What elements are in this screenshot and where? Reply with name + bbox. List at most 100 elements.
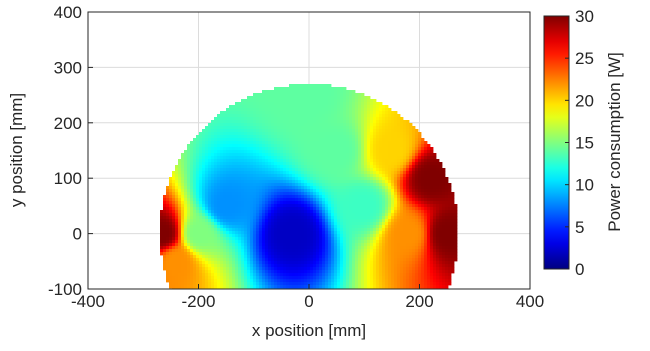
heat-cell xyxy=(217,120,221,124)
heat-cell xyxy=(241,240,245,244)
heat-cell xyxy=(208,126,212,130)
heat-cell xyxy=(259,249,263,253)
heat-cell xyxy=(373,150,377,154)
heat-cell xyxy=(394,126,398,130)
heat-cell xyxy=(391,153,395,157)
heat-cell xyxy=(217,186,221,190)
heat-cell xyxy=(331,177,335,181)
heat-cell xyxy=(337,159,341,163)
heat-cell xyxy=(295,279,299,283)
heat-cell xyxy=(319,267,323,271)
heat-cell xyxy=(196,177,200,181)
heat-cell xyxy=(340,171,344,175)
heat-cell xyxy=(304,156,308,160)
heat-cell xyxy=(358,246,362,250)
heat-cell xyxy=(307,99,311,103)
heat-cell xyxy=(376,237,380,241)
heat-cell xyxy=(202,144,206,148)
heat-cell xyxy=(295,231,299,235)
heat-cell xyxy=(400,126,404,130)
heat-cell xyxy=(193,252,197,256)
heat-cell xyxy=(265,192,269,196)
heat-cell xyxy=(361,168,365,172)
heat-cell xyxy=(301,222,305,226)
heat-cell xyxy=(340,285,344,289)
heat-cell xyxy=(391,249,395,253)
heat-cell xyxy=(241,189,245,193)
heat-cell xyxy=(271,141,275,145)
heat-cell xyxy=(346,105,350,109)
heat-cell xyxy=(238,267,242,271)
heat-cell xyxy=(229,246,233,250)
heat-cell xyxy=(391,255,395,259)
heat-cell xyxy=(304,267,308,271)
heat-cell xyxy=(322,249,326,253)
heat-cell xyxy=(190,168,194,172)
heat-cell xyxy=(208,129,212,133)
heat-cell xyxy=(400,228,404,232)
heat-cell xyxy=(256,213,260,217)
heat-cell xyxy=(181,240,185,244)
heat-cell xyxy=(376,219,380,223)
heat-cell xyxy=(349,168,353,172)
heat-cell xyxy=(253,210,257,214)
heat-cell xyxy=(355,228,359,232)
heat-cell xyxy=(352,156,356,160)
heat-cell xyxy=(274,144,278,148)
heat-cell xyxy=(256,204,260,208)
heat-cell xyxy=(199,150,203,154)
heat-cell xyxy=(355,204,359,208)
heat-cell xyxy=(328,246,332,250)
heat-cell xyxy=(346,111,350,115)
heat-cell xyxy=(307,120,311,124)
heat-cell xyxy=(373,225,377,229)
heat-cell xyxy=(334,219,338,223)
heat-cell xyxy=(241,183,245,187)
heat-cell xyxy=(256,120,260,124)
heat-cell xyxy=(304,132,308,136)
heat-cell xyxy=(328,270,332,274)
heat-cell xyxy=(256,189,260,193)
heat-cell xyxy=(355,123,359,127)
heat-cell xyxy=(343,249,347,253)
heat-cell xyxy=(370,207,374,211)
heat-cell xyxy=(322,165,326,169)
heat-cell xyxy=(220,168,224,172)
heat-cell xyxy=(334,285,338,289)
heat-cell xyxy=(271,168,275,172)
heat-cell xyxy=(403,147,407,151)
heat-cell xyxy=(202,234,206,238)
heat-cell xyxy=(379,255,383,259)
heat-cell xyxy=(229,180,233,184)
heat-cell xyxy=(376,267,380,271)
heat-cell xyxy=(289,144,293,148)
heat-cell xyxy=(364,117,368,121)
heat-cell xyxy=(211,174,215,178)
heat-cell xyxy=(304,276,308,280)
heat-cell xyxy=(322,258,326,262)
heat-cell xyxy=(259,198,263,202)
heat-cell xyxy=(337,243,341,247)
heat-cell xyxy=(160,246,164,250)
heat-cell xyxy=(259,201,263,205)
heat-cell xyxy=(343,198,347,202)
heat-cell xyxy=(313,156,317,160)
heat-cell xyxy=(214,204,218,208)
heat-cell xyxy=(247,252,251,256)
heat-cell xyxy=(259,159,263,163)
heat-cell xyxy=(334,222,338,226)
heat-cell xyxy=(244,180,248,184)
heat-cell xyxy=(307,195,311,199)
heat-cell xyxy=(283,90,287,94)
heat-cell xyxy=(349,231,353,235)
heat-cell xyxy=(328,252,332,256)
heat-cell xyxy=(265,201,269,205)
heat-cell xyxy=(268,120,272,124)
heat-cell xyxy=(253,108,257,112)
heat-cell xyxy=(403,192,407,196)
heat-cell xyxy=(400,261,404,265)
heat-cell xyxy=(337,120,341,124)
heat-cell xyxy=(337,282,341,286)
heat-cell xyxy=(247,102,251,106)
heat-cell xyxy=(334,183,338,187)
